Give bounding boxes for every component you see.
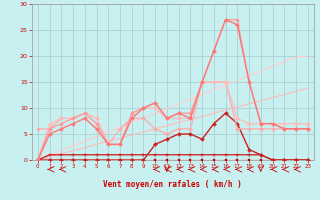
- X-axis label: Vent moyen/en rafales ( km/h ): Vent moyen/en rafales ( km/h ): [103, 180, 242, 189]
